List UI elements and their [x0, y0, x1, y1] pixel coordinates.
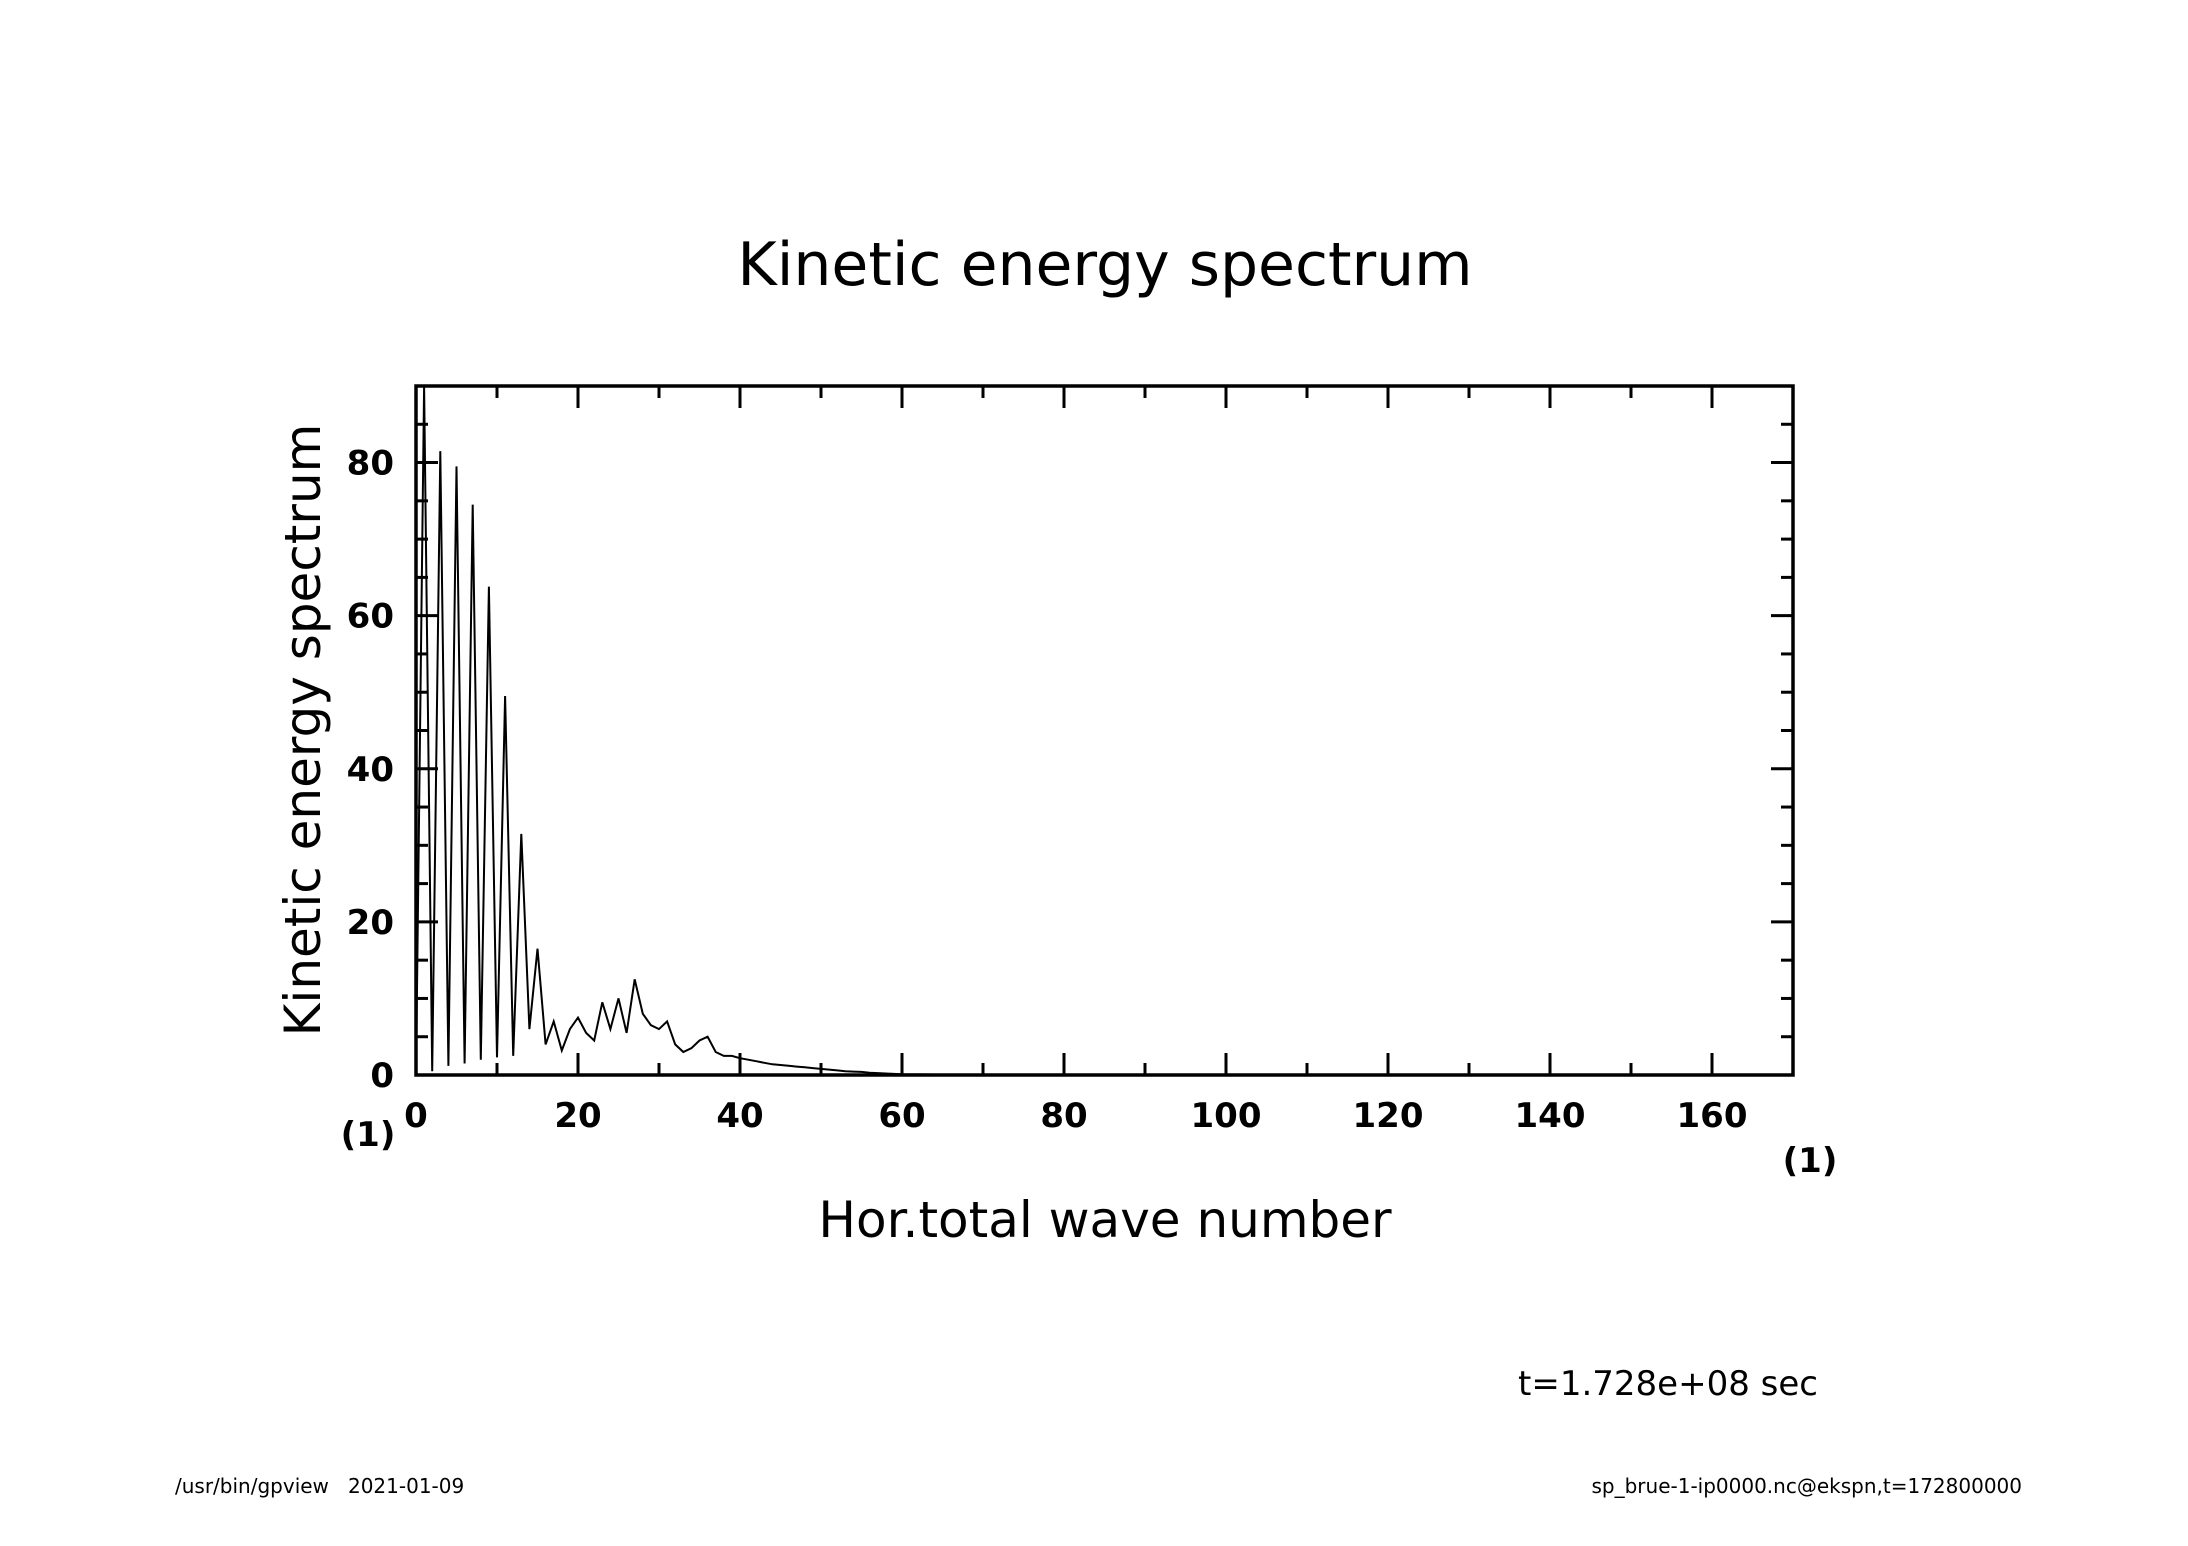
x-tick-label: 60 — [878, 1096, 925, 1136]
footer-right: sp_brue-1-ip0000.nc@ekspn,t=172800000 — [1591, 1474, 2022, 1498]
x-tick-label: 0 — [404, 1096, 428, 1136]
y-axis-label: Kinetic energy spectrum — [274, 424, 332, 1037]
y-tick-label: 0 — [370, 1056, 394, 1096]
series-line — [415, 385, 1793, 1076]
chart-title: Kinetic energy spectrum — [737, 230, 1472, 300]
x-tick-label: 40 — [716, 1096, 763, 1136]
footer-left: /usr/bin/gpview 2021-01-09 — [175, 1474, 464, 1498]
axis-tick-labels: 0 20 40 60 80 100 120 140 160 0 20 40 60 80 — [347, 444, 1748, 1136]
x-axis-label: Hor.total wave number — [818, 1191, 1392, 1249]
x-tick-label: 80 — [1040, 1096, 1087, 1136]
x-tick-label: 140 — [1515, 1096, 1586, 1136]
axis-ticks — [414, 384, 1795, 1077]
y-tick-label: 80 — [347, 444, 394, 484]
y-tick-label: 60 — [347, 597, 394, 637]
y-tick-label: 40 — [347, 750, 394, 790]
x-tick-label: 20 — [554, 1096, 601, 1136]
time-annotation: t=1.728e+08 sec — [1518, 1364, 1818, 1404]
plot-area: 0 20 40 60 80 100 120 140 160 0 20 40 60 80 — [347, 384, 1795, 1136]
x-tick-label: 160 — [1677, 1096, 1748, 1136]
plot-frame — [414, 384, 1795, 1077]
x-tick-label: 120 — [1353, 1096, 1424, 1136]
y-unit-label: (1) — [341, 1115, 396, 1155]
y-tick-label: 20 — [347, 903, 394, 943]
x-unit-label: (1) — [1783, 1141, 1838, 1181]
x-tick-label: 100 — [1191, 1096, 1262, 1136]
